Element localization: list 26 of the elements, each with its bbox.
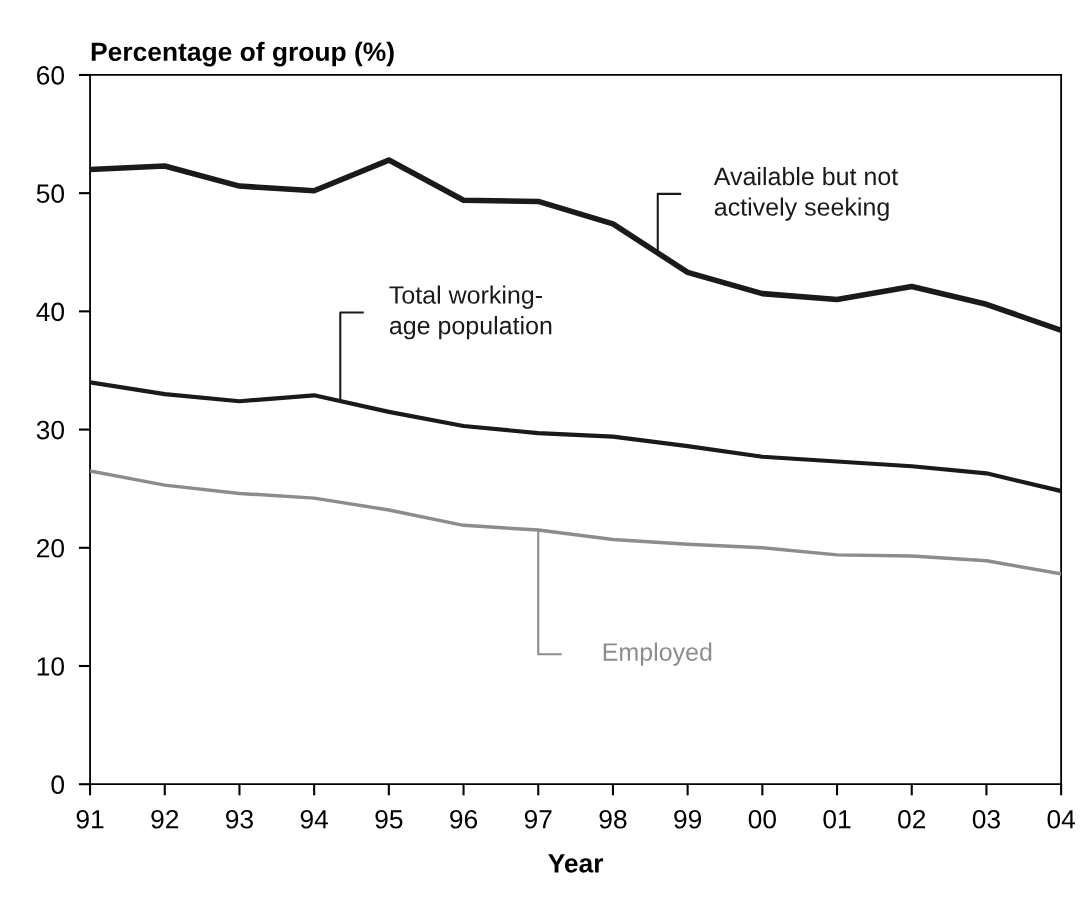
x-tick-label: 93 — [226, 809, 253, 829]
x-tick-label: 99 — [674, 809, 702, 829]
x-tick-label: 95 — [375, 809, 403, 829]
x-tick-label: 94 — [300, 809, 329, 829]
text: Available but not actively seeking — [713, 166, 899, 221]
text: Total working- age population — [389, 285, 552, 340]
text: Employed — [603, 642, 712, 666]
x-tick-label: 97 — [524, 809, 552, 829]
y-tick-label: 0 — [51, 775, 65, 795]
x-axis-title: Year — [548, 854, 604, 873]
y-axis-title: Percentage of group (%) — [91, 41, 394, 67]
y-tick-label: 10 — [37, 657, 65, 676]
y-tick-label: 40 — [36, 302, 65, 322]
x-tick-label: 92 — [151, 809, 179, 829]
y-tick-label: 30 — [36, 420, 65, 440]
x-tick-label: 02 — [898, 809, 926, 829]
x-tick-label: 03 — [972, 809, 1000, 829]
x-tick-label: 00 — [748, 809, 776, 829]
x-tick-label: 96 — [450, 809, 478, 829]
x-tick-label: 04 — [1047, 809, 1076, 829]
y-tick-label: 60 — [37, 66, 65, 85]
y-tick-label: 50 — [36, 184, 65, 203]
x-tick-label: 98 — [599, 809, 627, 829]
x-tick-label: 91 — [76, 809, 104, 829]
x-tick-label: 01 — [823, 809, 851, 829]
y-tick-label: 20 — [37, 538, 65, 558]
